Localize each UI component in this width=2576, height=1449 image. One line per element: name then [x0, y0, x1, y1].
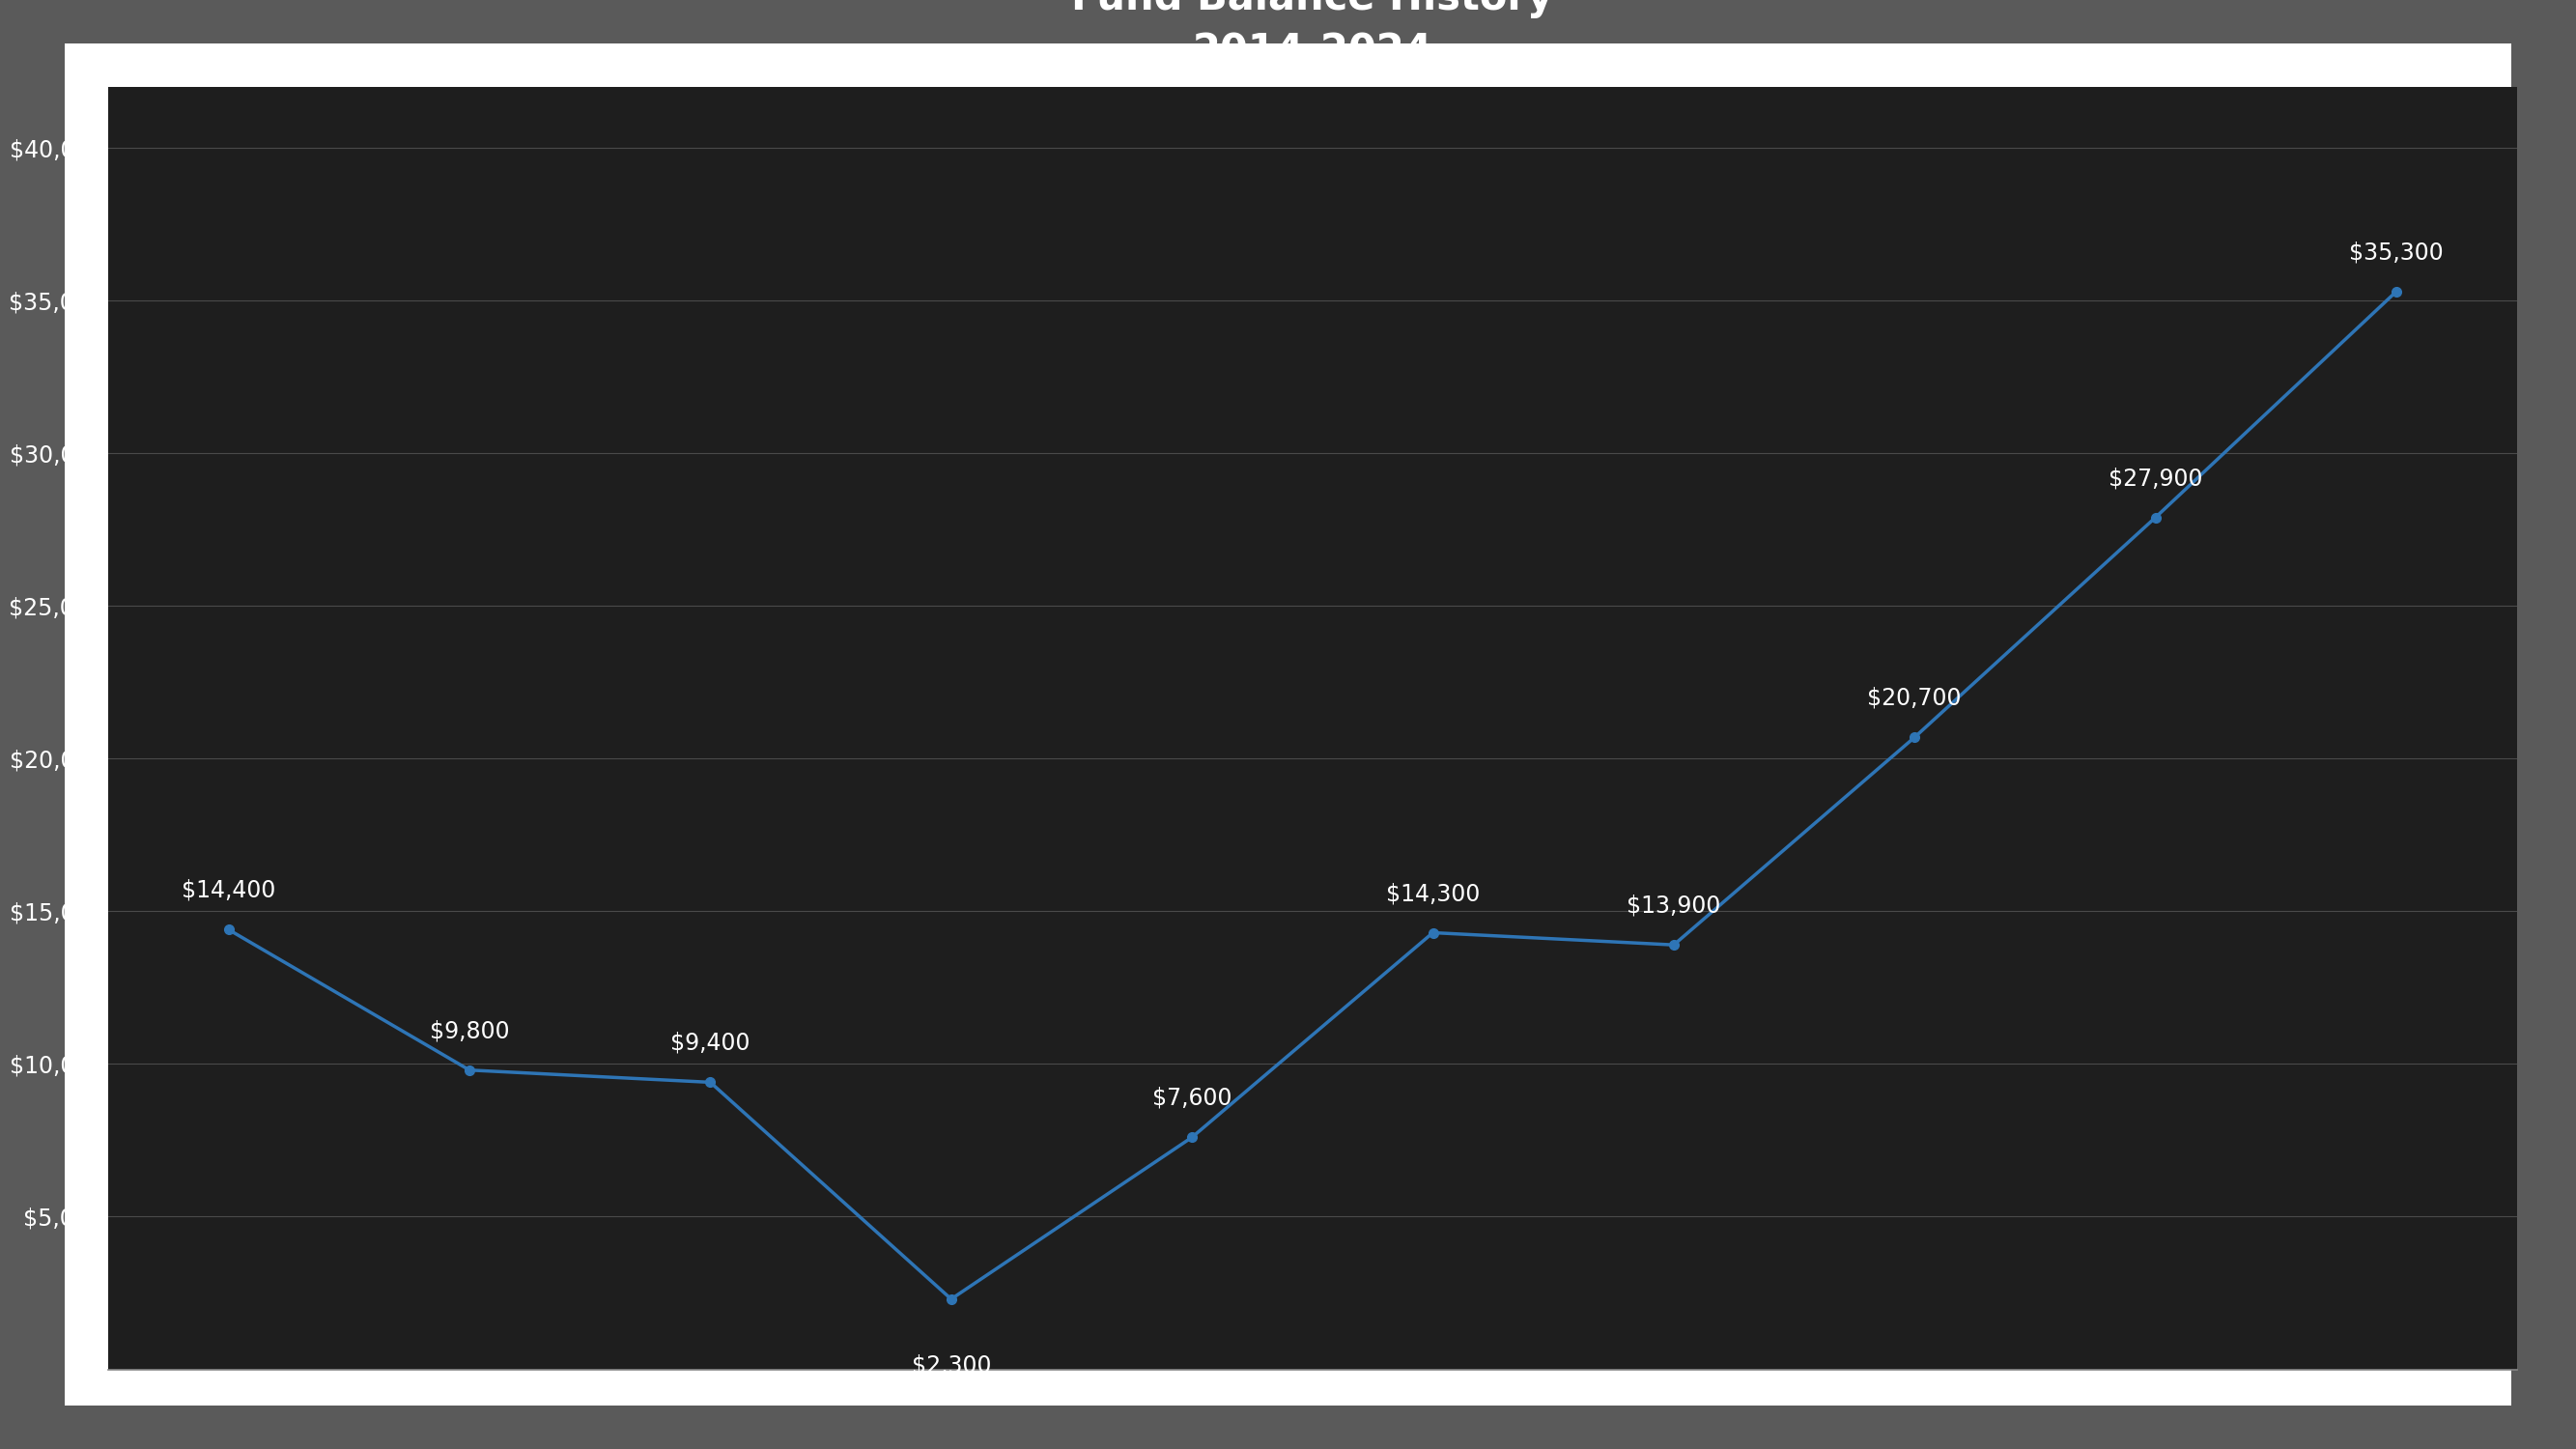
Text: $14,300: $14,300	[1386, 882, 1481, 906]
Text: $2,300: $2,300	[912, 1353, 992, 1377]
Text: $9,800: $9,800	[430, 1020, 510, 1043]
Title: Fund Balance History
2014-2024: Fund Balance History 2014-2024	[1072, 0, 1553, 71]
Text: $27,900: $27,900	[2107, 467, 2202, 490]
Text: $9,400: $9,400	[670, 1032, 750, 1055]
Text: $20,700: $20,700	[1868, 687, 1963, 710]
Text: $7,600: $7,600	[1151, 1087, 1231, 1110]
Text: $14,400: $14,400	[180, 880, 276, 903]
Text: $35,300: $35,300	[2349, 241, 2445, 264]
Text: $13,900: $13,900	[1625, 894, 1721, 917]
